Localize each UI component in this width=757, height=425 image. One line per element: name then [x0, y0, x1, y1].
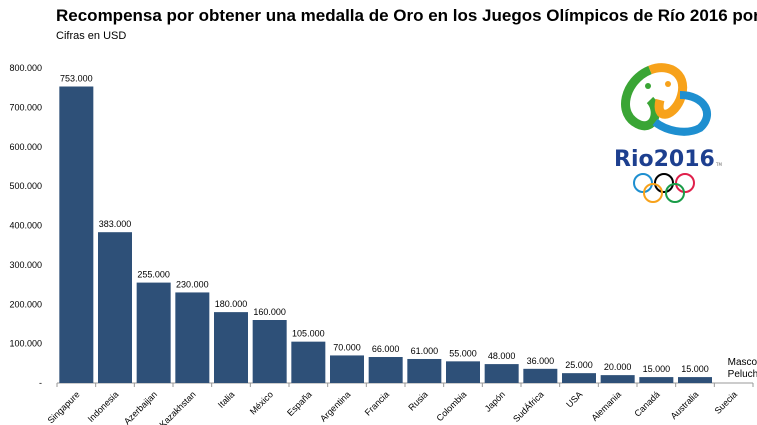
bar [252, 320, 287, 383]
data-label: 160.000 [253, 307, 286, 317]
bar [446, 361, 480, 383]
x-tick-label: Suecia [713, 389, 740, 416]
data-label: Peluche [728, 369, 757, 380]
data-label: 753.000 [60, 74, 93, 84]
data-label: 48.000 [488, 351, 516, 361]
bar [59, 86, 94, 383]
bar [407, 358, 442, 383]
bar [136, 282, 171, 383]
y-tick-label: 300.000 [9, 260, 42, 270]
x-tick-label: España [285, 389, 314, 418]
x-tick-label: Kazakhstan [157, 389, 197, 425]
bar [484, 364, 519, 383]
data-label: 25.000 [565, 360, 593, 370]
bar [98, 232, 132, 383]
y-tick-label: 400.000 [9, 221, 42, 231]
bar [330, 355, 364, 383]
y-tick-label: 600.000 [9, 142, 42, 152]
bar [175, 292, 210, 383]
y-tick-label: - [39, 378, 42, 388]
data-label: Mascota [728, 357, 757, 368]
x-tick-label: México [248, 389, 275, 416]
x-tick-label: Azerbaijan [122, 389, 159, 425]
data-label: 61.000 [411, 346, 439, 356]
data-label: 230.000 [176, 279, 209, 289]
x-tick-label: Australia [669, 389, 701, 421]
chart-title: Recompensa por obtener una medalla de Or… [56, 6, 757, 25]
bar [214, 312, 248, 383]
bar [562, 373, 596, 383]
data-label: 66.000 [372, 344, 400, 354]
x-tick-label: Japón [483, 389, 507, 413]
bar [639, 377, 674, 383]
x-tick-label: Argentina [318, 389, 352, 423]
x-tick-label: Italia [216, 389, 237, 410]
data-label: 180.000 [215, 299, 248, 309]
bar [368, 357, 403, 383]
data-label: 36.000 [527, 356, 555, 366]
x-tick-label: Alemania [589, 389, 623, 423]
y-tick-label: 200.000 [9, 299, 42, 309]
bar [678, 377, 712, 383]
x-tick-label: Rusia [406, 389, 429, 412]
y-tick-label: 800.000 [9, 63, 42, 73]
x-tick-label: Francia [363, 389, 391, 417]
y-tick-label: 100.000 [9, 339, 42, 349]
x-tick-label: USA [564, 389, 584, 409]
x-tick-label: Singapure [46, 389, 82, 425]
x-tick-label: Indonesia [86, 389, 121, 424]
x-tick-label: SudÁfrica [511, 389, 546, 424]
data-label: 255.000 [137, 270, 170, 280]
data-label: 15.000 [681, 364, 709, 374]
x-tick-label: Canadá [632, 389, 661, 418]
data-label: 70.000 [333, 342, 361, 352]
bar [600, 375, 635, 383]
data-label: 105.000 [292, 329, 325, 339]
bar [523, 368, 558, 383]
data-label: 20.000 [604, 362, 632, 372]
bar [291, 341, 326, 383]
chart-subtitle: Cifras en USD [56, 30, 127, 42]
data-label: 383.000 [99, 219, 132, 229]
data-label: 55.000 [449, 348, 477, 358]
y-tick-label: 500.000 [9, 181, 42, 191]
x-tick-label: Colombia [434, 389, 468, 423]
y-tick-label: 700.000 [9, 102, 42, 112]
data-label: 15.000 [643, 364, 671, 374]
